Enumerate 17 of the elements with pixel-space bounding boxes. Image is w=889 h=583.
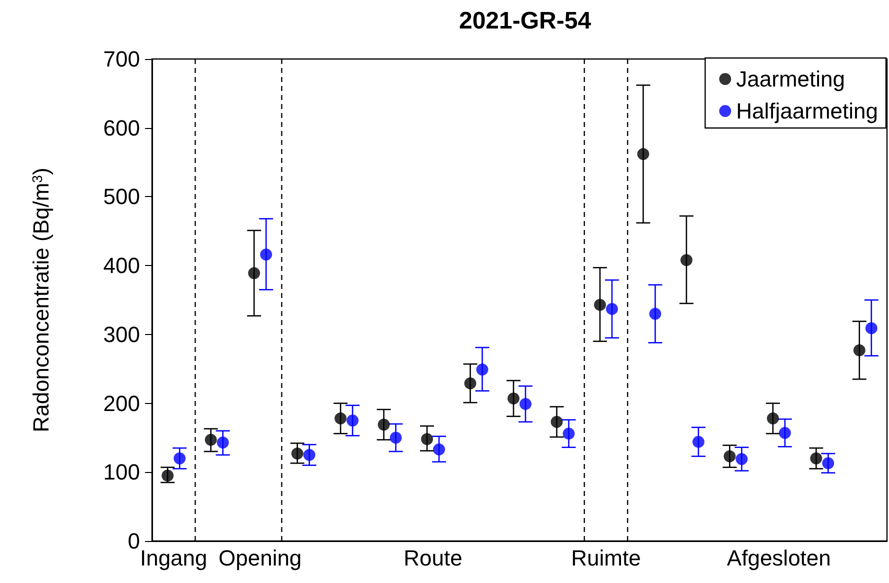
y-tick-label: 300	[103, 322, 140, 347]
x-tick-label: Route	[404, 546, 462, 570]
y-tick-label: 700	[103, 46, 140, 72]
y-tick-label: 500	[103, 184, 140, 210]
y-tick-label: 400	[103, 253, 140, 278]
legend-label: Halfjaarmeting	[736, 98, 878, 124]
y-tick-label: 600	[103, 115, 140, 140]
x-tick-label: Opening	[218, 546, 302, 570]
y-tick-label: 100	[103, 460, 140, 485]
y-tick-label: 0	[128, 528, 140, 554]
x-tick-label: Ingang	[140, 546, 208, 570]
legend-label: Jaarmeting	[736, 66, 846, 92]
x-tick-label: Ruimte	[571, 546, 641, 570]
y-axis-title: Radonconcentratie (Bq/m3)	[28, 168, 54, 432]
chart-title: 2021-GR-54	[458, 8, 592, 34]
y-tick-label: 200	[103, 390, 140, 416]
x-tick-label: Afgesloten	[726, 546, 831, 570]
